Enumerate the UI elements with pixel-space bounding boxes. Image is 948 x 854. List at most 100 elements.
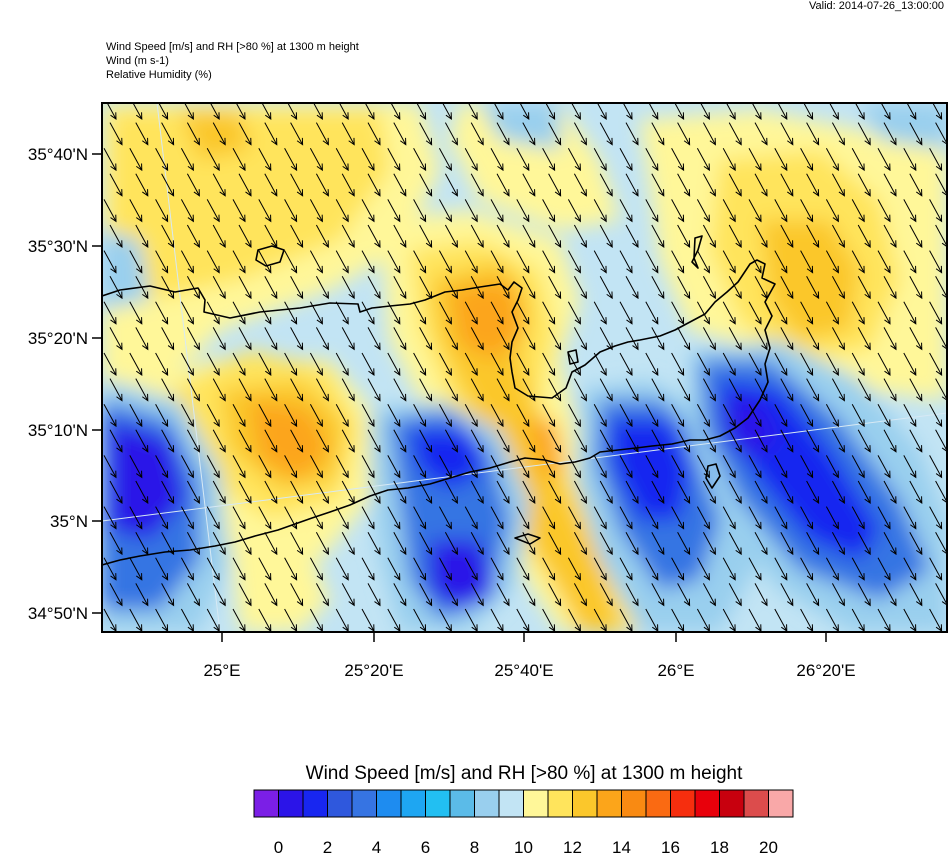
wind-arrow bbox=[883, 122, 897, 146]
wind-arrow bbox=[780, 173, 794, 197]
wind-arrow bbox=[929, 557, 943, 581]
wind-arrow bbox=[155, 506, 169, 530]
wind-arrow bbox=[573, 275, 587, 300]
wind-arrow bbox=[315, 275, 329, 300]
colorbar-label: 0 bbox=[274, 838, 283, 854]
wind-arrow bbox=[387, 506, 401, 530]
wind-arrow bbox=[335, 352, 349, 376]
wind-arrow bbox=[800, 301, 814, 325]
wind-arrow bbox=[929, 301, 943, 325]
wind-arrow bbox=[309, 147, 323, 172]
wind-arrow bbox=[780, 480, 794, 504]
wind-arrow bbox=[464, 250, 478, 274]
colorbar-box bbox=[768, 789, 794, 818]
wind-arrow bbox=[261, 103, 272, 120]
wind-arrow bbox=[677, 378, 691, 402]
wind-arrow bbox=[470, 583, 484, 607]
wind-arrow bbox=[109, 378, 123, 402]
wind-arrow bbox=[857, 122, 871, 146]
wind-arrow bbox=[361, 455, 375, 479]
wind-arrow bbox=[135, 531, 149, 556]
wind-arrow bbox=[161, 173, 175, 197]
graticule bbox=[102, 103, 947, 632]
wind-arrow bbox=[780, 531, 794, 556]
wind-arrow bbox=[567, 147, 581, 172]
wind-arrow bbox=[419, 327, 433, 351]
wind-arrow bbox=[573, 531, 587, 556]
wind-arrow bbox=[883, 378, 897, 402]
wind-arrow bbox=[413, 506, 427, 530]
wind-arrow bbox=[516, 199, 530, 223]
wind-arrow bbox=[567, 557, 581, 581]
wind-arrow bbox=[180, 455, 194, 479]
wind-arrow bbox=[573, 480, 587, 504]
wind-arrow bbox=[361, 147, 375, 172]
wind-arrow bbox=[496, 480, 510, 504]
wind-arrow bbox=[728, 327, 742, 351]
wind-arrow bbox=[180, 301, 194, 325]
wind-arrow bbox=[212, 275, 226, 300]
wind-arrow bbox=[774, 455, 788, 479]
wind-arrow bbox=[780, 378, 794, 402]
wind-arrow bbox=[806, 173, 820, 197]
wind-arrow bbox=[416, 103, 427, 120]
latitude-labels: 35°40'N 35°30'N 35°20'N 35°10'N 35°N 34°50'N bbox=[28, 145, 102, 623]
wind-arrow bbox=[264, 429, 278, 453]
wind-arrow bbox=[800, 199, 814, 223]
wind-arrow bbox=[780, 275, 794, 300]
wind-arrow bbox=[780, 583, 794, 607]
wind-arrow bbox=[516, 455, 530, 479]
wind-arrow bbox=[825, 250, 839, 274]
wind-arrow bbox=[522, 173, 536, 197]
wind-arrow bbox=[444, 275, 458, 300]
wind-arrow bbox=[284, 455, 298, 479]
valid-time: Valid: 2014-07-26_13:00:00 bbox=[809, 0, 944, 12]
wind-arrow bbox=[722, 301, 736, 325]
wind-arrow bbox=[671, 352, 685, 376]
wind-arrow bbox=[444, 173, 458, 197]
wind-arrow bbox=[284, 352, 298, 376]
wind-arrow bbox=[542, 506, 556, 530]
wind-arrow bbox=[625, 173, 639, 197]
wind-arrow bbox=[677, 327, 691, 351]
wind-arrow bbox=[774, 403, 788, 428]
wind-arrow bbox=[702, 327, 716, 351]
wind-arrow bbox=[542, 352, 556, 376]
wind-arrow bbox=[393, 173, 407, 197]
wind-arrow bbox=[155, 147, 169, 172]
wind-arrow bbox=[413, 250, 427, 274]
wind-arrow bbox=[596, 103, 607, 120]
wind-arrow bbox=[696, 250, 710, 274]
colorbar-box bbox=[596, 789, 622, 818]
wind-arrow bbox=[367, 583, 381, 607]
wind-arrow bbox=[548, 327, 562, 351]
colorbar-labels: 0 2 4 6 8 10 12 14 16 18 20 bbox=[274, 838, 778, 854]
colorbar-box bbox=[474, 789, 500, 818]
wind-arrow bbox=[490, 199, 504, 223]
wind-arrow bbox=[206, 557, 220, 581]
colorbar-box bbox=[449, 789, 475, 818]
wind-arrow bbox=[309, 455, 323, 479]
wind-arrow bbox=[903, 250, 917, 274]
wind-arrow bbox=[129, 506, 143, 530]
wind-arrow bbox=[677, 173, 691, 197]
wind-arrow bbox=[567, 455, 581, 479]
wind-arrow bbox=[264, 378, 278, 402]
wind-arrow bbox=[290, 378, 304, 402]
wind-arrow bbox=[806, 327, 820, 351]
wind-arrow bbox=[722, 506, 736, 530]
wind-arrow bbox=[315, 378, 329, 402]
wind-arrow bbox=[186, 378, 200, 402]
wind-arrow bbox=[754, 173, 768, 197]
wind-arrow bbox=[831, 429, 845, 453]
wind-arrow bbox=[186, 583, 200, 607]
wind-arrow bbox=[671, 557, 685, 581]
wind-arrow bbox=[929, 250, 943, 274]
wind-arrow bbox=[103, 147, 117, 172]
wind-arrow bbox=[135, 173, 149, 197]
wind-arrow bbox=[573, 583, 587, 607]
wind-arrow bbox=[387, 557, 401, 581]
wind-arrow bbox=[651, 378, 665, 402]
wind-arrow bbox=[186, 122, 200, 146]
wind-arrow bbox=[438, 301, 452, 325]
